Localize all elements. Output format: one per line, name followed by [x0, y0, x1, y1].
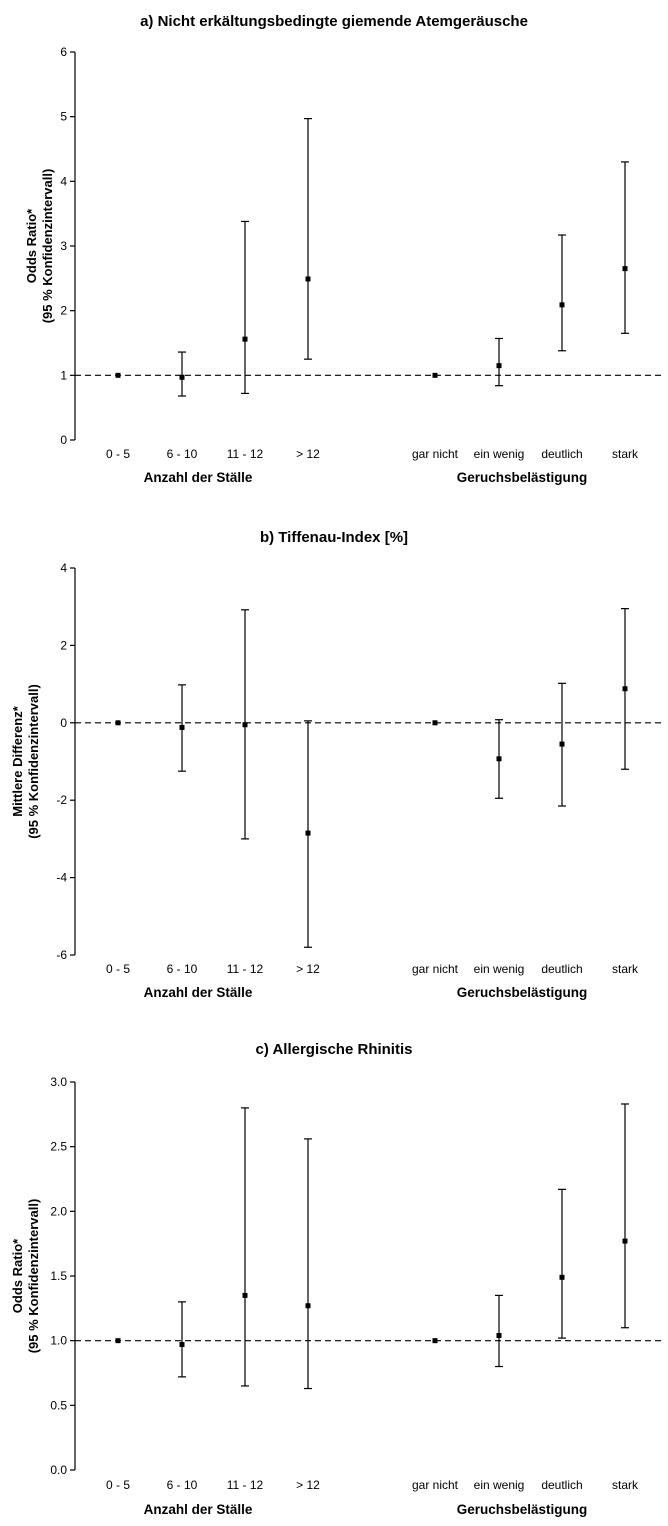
y-tick-label: -6: [56, 948, 67, 962]
point-estimate: [622, 266, 628, 272]
y-tick-label: 0.0: [50, 1463, 67, 1477]
point-estimate: [559, 741, 565, 747]
x-group-label: Anzahl der Ställe: [144, 1502, 253, 1517]
x-tick-label: 6 - 10: [167, 962, 198, 976]
x-tick-label: ein wenig: [474, 962, 525, 976]
y-axis-label-line: Mittlere Differenz*: [10, 705, 25, 816]
chart-svg-a: a) Nicht erkältungsbedingte giemende Ate…: [24, 13, 665, 485]
chart-panel-a: a) Nicht erkältungsbedingte giemende Ate…: [0, 0, 668, 500]
point-estimate: [622, 1238, 628, 1244]
point-estimate: [559, 302, 565, 308]
x-tick-label: 6 - 10: [167, 447, 198, 461]
y-axis-label-line: (95 % Konfidenzintervall): [26, 1199, 41, 1354]
point-estimate: [432, 372, 438, 378]
x-tick-label: 11 - 12: [227, 1478, 264, 1492]
x-group-label: Anzahl der Ställe: [144, 470, 253, 485]
x-tick-label: stark: [612, 447, 639, 461]
x-tick-label: stark: [612, 962, 639, 976]
point-estimate: [496, 1332, 502, 1338]
y-tick-label: 2.0: [50, 1204, 67, 1218]
y-tick-label: 3.0: [50, 1075, 67, 1089]
y-tick-label: -4: [56, 871, 67, 885]
x-group-label: Geruchsbelästigung: [457, 470, 588, 485]
point-estimate: [305, 276, 311, 282]
x-group-label: Anzahl der Ställe: [144, 985, 253, 1000]
y-tick-label: 1: [60, 368, 67, 382]
x-tick-label: 0 - 5: [106, 447, 130, 461]
point-estimate: [115, 720, 121, 726]
x-tick-label: gar nicht: [412, 962, 459, 976]
point-estimate: [179, 374, 185, 380]
y-axis-label-line: (95 % Konfidenzintervall): [26, 684, 41, 839]
point-estimate: [115, 1338, 121, 1344]
y-tick-label: -2: [56, 793, 67, 807]
point-estimate: [179, 724, 185, 730]
point-estimate: [242, 722, 248, 728]
point-estimate: [242, 336, 248, 342]
x-tick-label: 0 - 5: [106, 962, 130, 976]
chart-svg-c: c) Allergische Rhinitis Odds Ratio*(95 % …: [10, 1041, 665, 1517]
y-tick-label: 2.5: [50, 1140, 67, 1154]
point-estimate: [242, 1292, 248, 1298]
y-axis-label: Odds Ratio*(95 % Konfidenzintervall): [24, 169, 55, 324]
x-tick-label: ein wenig: [474, 1478, 525, 1492]
x-tick-label: stark: [612, 1478, 639, 1492]
chart-svg-b: b) Tiffenau-Index [%] Mittlere Differenz*…: [10, 529, 665, 1000]
y-tick-label: 3: [60, 239, 67, 253]
point-estimate: [115, 372, 121, 378]
x-tick-label: > 12: [296, 1478, 320, 1492]
x-group-label: Geruchsbelästigung: [457, 985, 588, 1000]
y-axis-label: Odds Ratio*(95 % Konfidenzintervall): [10, 1199, 41, 1354]
x-tick-label: 11 - 12: [227, 447, 264, 461]
y-axis-label: Mittlere Differenz*(95 % Konfidenzinterv…: [10, 684, 41, 839]
chart-title-b: b) Tiffenau-Index [%]: [260, 529, 408, 546]
x-tick-label: ein wenig: [474, 447, 525, 461]
x-group-label: Geruchsbelästigung: [457, 1502, 588, 1517]
y-tick-label: 2: [60, 638, 67, 652]
y-axis-label-line: (95 % Konfidenzintervall): [40, 169, 55, 324]
x-tick-label: gar nicht: [412, 1478, 459, 1492]
x-tick-label: 6 - 10: [167, 1478, 198, 1492]
chart-title-a: a) Nicht erkältungsbedingte giemende Ate…: [140, 13, 528, 30]
y-tick-label: 5: [60, 110, 67, 124]
x-tick-label: deutlich: [541, 962, 582, 976]
point-estimate: [496, 756, 502, 762]
y-tick-label: 2: [60, 304, 67, 318]
point-estimate: [305, 1303, 311, 1309]
point-estimate: [432, 1338, 438, 1344]
y-axis-label-line: Odds Ratio*: [24, 208, 39, 283]
x-tick-label: > 12: [296, 447, 320, 461]
y-tick-label: 4: [60, 174, 67, 188]
chart-panel-b: b) Tiffenau-Index [%] Mittlere Differenz*…: [0, 510, 668, 1010]
y-tick-label: 4: [60, 561, 67, 575]
chart-title-c: c) Allergische Rhinitis: [256, 1041, 413, 1058]
x-tick-label: 0 - 5: [106, 1478, 130, 1492]
y-tick-label: 1.5: [50, 1269, 67, 1283]
point-estimate: [305, 830, 311, 836]
point-estimate: [622, 686, 628, 692]
x-tick-label: > 12: [296, 962, 320, 976]
y-tick-label: 0.5: [50, 1398, 67, 1412]
x-tick-label: gar nicht: [412, 447, 459, 461]
chart-panel-c: c) Allergische Rhinitis Odds Ratio*(95 % …: [0, 1020, 668, 1526]
y-tick-label: 0: [60, 433, 67, 447]
y-axis-label-line: Odds Ratio*: [10, 1238, 25, 1313]
x-tick-label: 11 - 12: [227, 962, 264, 976]
point-estimate: [432, 720, 438, 726]
point-estimate: [559, 1274, 565, 1280]
x-tick-label: deutlich: [541, 447, 582, 461]
point-estimate: [496, 363, 502, 369]
point-estimate: [179, 1342, 185, 1348]
x-tick-label: deutlich: [541, 1478, 582, 1492]
y-tick-label: 6: [60, 45, 67, 59]
y-tick-label: 1.0: [50, 1334, 67, 1348]
y-tick-label: 0: [60, 716, 67, 730]
